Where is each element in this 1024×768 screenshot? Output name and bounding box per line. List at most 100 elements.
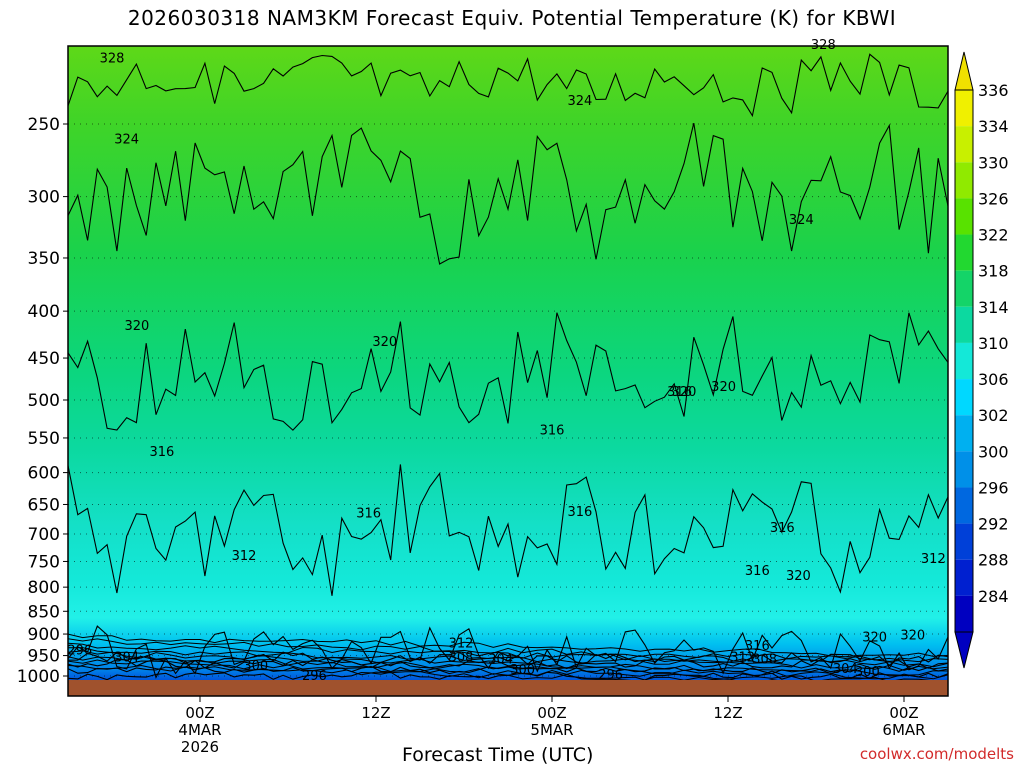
y-tick-label: 650 [28, 495, 60, 515]
colorbar-swatch [955, 162, 973, 199]
contour-label: 316 [770, 521, 795, 536]
colorbar-swatch [955, 90, 973, 127]
low-level-contour [68, 655, 948, 680]
contour-label: 324 [789, 213, 814, 228]
colorbar-swatch [955, 306, 973, 343]
colorbar-swatch [955, 415, 973, 452]
y-tick-label: 300 [28, 188, 60, 208]
colorbar-swatch [955, 379, 973, 416]
contour-label: 328 [811, 38, 836, 53]
low-level-contour [68, 633, 948, 658]
contour-label: 296 [598, 668, 623, 683]
isotherm-328 [68, 53, 948, 118]
x-tick-label: 4MAR [178, 721, 221, 739]
colorbar-swatch [955, 559, 973, 596]
colorbar-label: 336 [978, 81, 1009, 100]
isotherm-320 [68, 312, 948, 431]
x-tick-label: 00Z [185, 704, 214, 722]
isotherm-304 [68, 658, 948, 670]
y-tick-label: 250 [28, 115, 60, 135]
contour-label: 304 [833, 662, 858, 677]
colorbar-label: 300 [978, 442, 1009, 461]
contour-label: 316 [540, 424, 565, 439]
colorbar-label: 302 [978, 406, 1009, 425]
contour-label: 316 [745, 639, 770, 654]
colorbar-bottom-arrow [954, 631, 974, 669]
y-tick-label: 800 [28, 578, 60, 598]
colorbar-label: 296 [978, 478, 1009, 497]
y-tick-label: 950 [28, 647, 60, 667]
colorbar-label: 326 [978, 189, 1009, 208]
contour-label: 312 [232, 549, 257, 564]
contour-label: 316 [567, 505, 592, 520]
contour-label: 300 [855, 665, 880, 680]
y-tick-label: 550 [28, 429, 60, 449]
y-tick-label: 400 [28, 302, 60, 322]
contour-label: 324 [114, 133, 139, 148]
contour-label: 320 [786, 569, 811, 584]
low-level-contour [68, 638, 948, 663]
isotherm-308 [68, 651, 948, 666]
x-tick-label: 2026 [181, 738, 219, 756]
colorbar-label: 322 [978, 226, 1009, 245]
contour-label: 316 [149, 445, 174, 460]
colorbar-label: 318 [978, 262, 1009, 281]
colorbar-swatch [955, 451, 973, 488]
y-tick-label: 1000 [17, 667, 60, 687]
x-tick-label: 12Z [361, 704, 390, 722]
contour-label: 316 [667, 385, 692, 400]
contour-label: 308 [752, 653, 777, 668]
y-tick-label: 600 [28, 464, 60, 484]
contour-label: 312 [730, 651, 755, 666]
isotherm-316 [68, 464, 948, 596]
plot-area [68, 46, 948, 696]
chart-title: 2026030318 NAM3KM Forecast Equiv. Potent… [127, 6, 897, 30]
contour-label: 304 [114, 651, 139, 666]
y-tick-label: 350 [28, 249, 60, 269]
y-tick-label: 750 [28, 552, 60, 572]
colorbar-top-arrow [954, 51, 974, 91]
colorbar-swatch [955, 198, 973, 235]
colorbar-swatch [955, 595, 973, 632]
contour-label: 312 [921, 552, 946, 567]
x-tick-label: 6MAR [882, 721, 925, 739]
contour-label: 296 [302, 669, 327, 684]
contour-label: 316 [356, 507, 381, 522]
isotherm-312 [68, 625, 948, 679]
contour-label: 320 [372, 335, 397, 350]
contour-label: 296 [67, 644, 92, 659]
y-tick-label: 850 [28, 602, 60, 622]
contour-label: 320 [900, 628, 925, 643]
contour-label: 316 [745, 564, 770, 579]
y-tick-label: 900 [28, 625, 60, 645]
low-level-contour [68, 659, 948, 685]
contour-label: 320 [672, 385, 697, 400]
low-level-contour [68, 650, 948, 676]
x-tick-label: 00Z [537, 704, 566, 722]
pressure-axis: 250 300 350 400 450 500 550 600 650 700 750 800 850 9… [17, 115, 68, 687]
source-credit: coolwx.com/modelts [859, 745, 1014, 763]
colorbar-label: 314 [978, 298, 1009, 317]
contour-label: 320 [862, 631, 887, 646]
colorbar-label: 330 [978, 153, 1009, 172]
colorbar-swatch [955, 342, 973, 380]
y-tick-label: 500 [28, 391, 60, 411]
contour-label: 312 [449, 637, 474, 652]
y-tick-label: 450 [28, 349, 60, 369]
colorbar-label: 310 [978, 334, 1009, 353]
isotherm-324 [68, 122, 948, 265]
contour-label: 300 [243, 659, 268, 674]
colorbar-label: 306 [978, 370, 1009, 389]
colorbar-label: 334 [978, 117, 1009, 136]
field-background [68, 46, 948, 696]
contour-label: 328 [100, 51, 125, 66]
colorbar-frame [954, 89, 974, 633]
x-axis-label: Forecast Time (UTC) [402, 744, 594, 766]
terrain-strip [68, 680, 948, 696]
y-tick-label: 700 [28, 525, 60, 545]
low-level-contour [68, 642, 948, 668]
colorbar: 336 334 330 326 322 318 314 310 306 302 300 296 292 2… [954, 51, 1009, 669]
